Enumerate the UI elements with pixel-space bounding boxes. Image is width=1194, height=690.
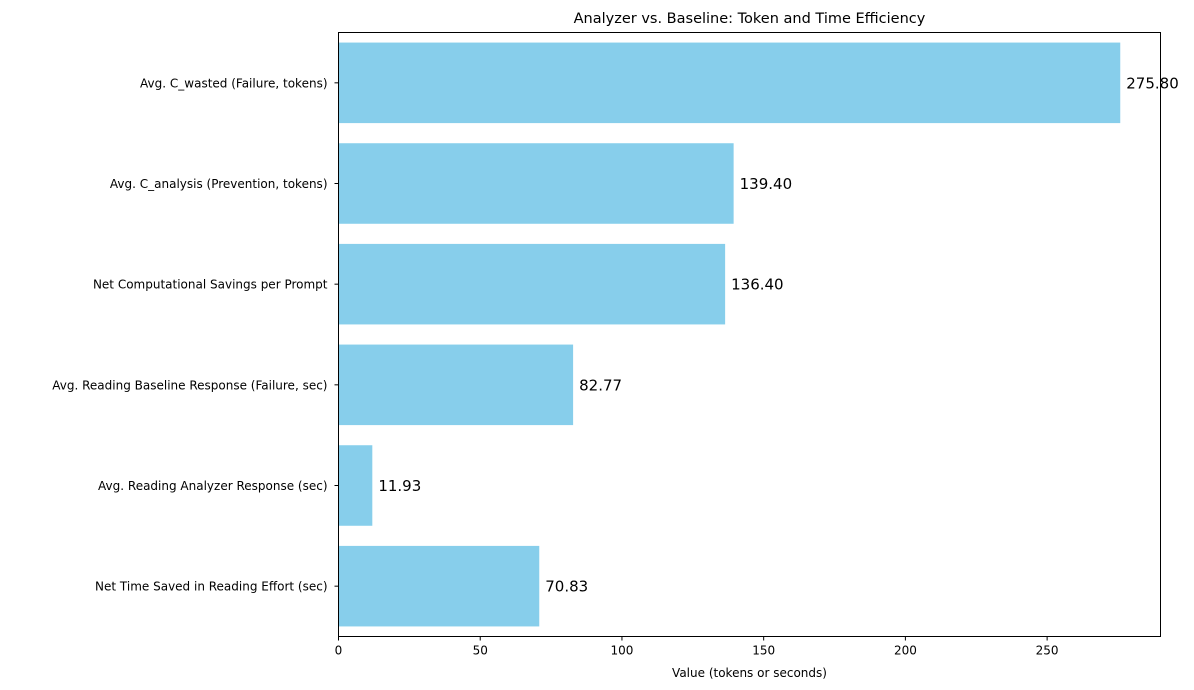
y-tick-label: Avg. Reading Analyzer Response (sec)	[98, 479, 327, 493]
y-tick-label: Avg. Reading Baseline Response (Failure,…	[52, 378, 327, 392]
y-tick-label: Net Computational Savings per Prompt	[93, 278, 328, 292]
bar	[338, 143, 734, 224]
data-label: 11.93	[378, 477, 421, 495]
x-tick-label: 150	[752, 644, 775, 658]
bar	[338, 243, 726, 325]
data-label: 82.77	[579, 376, 622, 394]
x-tick-label: 0	[335, 644, 343, 658]
y-tick-label: Avg. C_wasted (Failure, tokens)	[140, 76, 327, 90]
plot-frame	[338, 32, 1161, 637]
bars-layer	[338, 42, 1121, 627]
data-label: 275.80	[1126, 74, 1179, 92]
data-label: 139.40	[740, 175, 793, 193]
data-label: 136.40	[731, 276, 784, 294]
data-labels-layer: 275.80 139.40 136.40 82.77 11.93 70.83	[378, 74, 1178, 595]
x-axis: 0 50 100 150 200 250	[335, 636, 1059, 658]
x-tick-label: 200	[894, 644, 917, 658]
chart-title: Analyzer vs. Baseline: Token and Time Ef…	[574, 11, 926, 27]
data-label: 70.83	[545, 578, 588, 596]
bar	[338, 344, 574, 426]
x-tick-label: 50	[473, 644, 488, 658]
y-tick-label: Net Time Saved in Reading Effort (sec)	[95, 580, 327, 594]
x-tick-label: 100	[610, 644, 633, 658]
y-tick-label: Avg. C_analysis (Prevention, tokens)	[110, 177, 328, 191]
bar	[338, 42, 1121, 124]
x-tick-label: 250	[1036, 644, 1059, 658]
x-axis-title: Value (tokens or seconds)	[672, 666, 827, 680]
bar	[338, 545, 540, 627]
y-axis: Avg. C_wasted (Failure, tokens) Avg. C_an…	[52, 76, 339, 594]
bar	[338, 445, 373, 526]
